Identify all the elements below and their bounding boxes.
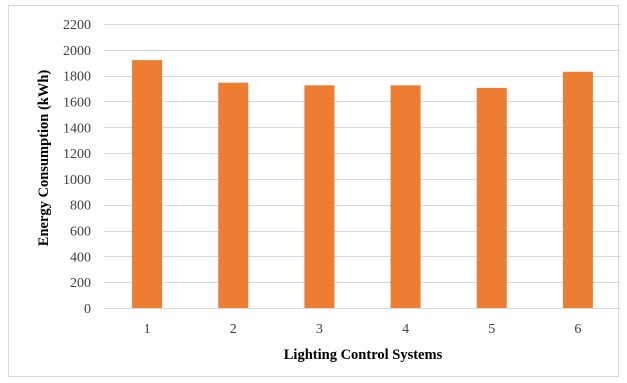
x-tick-label: 4 bbox=[402, 322, 409, 337]
bar-3 bbox=[304, 85, 335, 309]
y-tick-label: 400 bbox=[70, 250, 91, 265]
y-tick-label: 1800 bbox=[63, 70, 91, 85]
x-tick-label: 3 bbox=[316, 322, 323, 337]
y-tick-label: 0 bbox=[84, 302, 91, 317]
y-tick-label: 1200 bbox=[63, 147, 91, 162]
bars bbox=[132, 60, 593, 309]
x-axis-title: Lighting Control Systems bbox=[284, 347, 443, 363]
bar-2 bbox=[218, 82, 249, 309]
y-tick-label: 600 bbox=[70, 225, 91, 240]
y-tick-label: 2000 bbox=[63, 44, 91, 59]
x-tick-label: 5 bbox=[488, 322, 495, 337]
y-axis-title: Energy Consumption (kWh) bbox=[36, 70, 52, 247]
x-tick-label: 6 bbox=[574, 322, 581, 337]
y-tick-label: 1400 bbox=[63, 121, 91, 136]
y-tick-label: 200 bbox=[70, 276, 91, 291]
bar-6 bbox=[562, 71, 593, 308]
y-tick-label: 800 bbox=[70, 199, 91, 214]
y-tick-label: 1000 bbox=[63, 173, 91, 188]
y-tick-label: 2200 bbox=[63, 18, 91, 33]
gridlines bbox=[104, 24, 621, 309]
y-tick-label: 1600 bbox=[63, 95, 91, 110]
x-tick-label: 1 bbox=[144, 322, 151, 337]
x-tick-label: 2 bbox=[230, 322, 237, 337]
bar-4 bbox=[390, 85, 421, 309]
x-tick-labels: 1 2 3 4 5 6 bbox=[144, 322, 582, 337]
y-tick-labels: 0 200 400 600 800 1000 1200 1400 1600 1800 2000 220… bbox=[63, 18, 91, 317]
bar-5 bbox=[476, 87, 507, 309]
bar-1 bbox=[132, 60, 163, 309]
